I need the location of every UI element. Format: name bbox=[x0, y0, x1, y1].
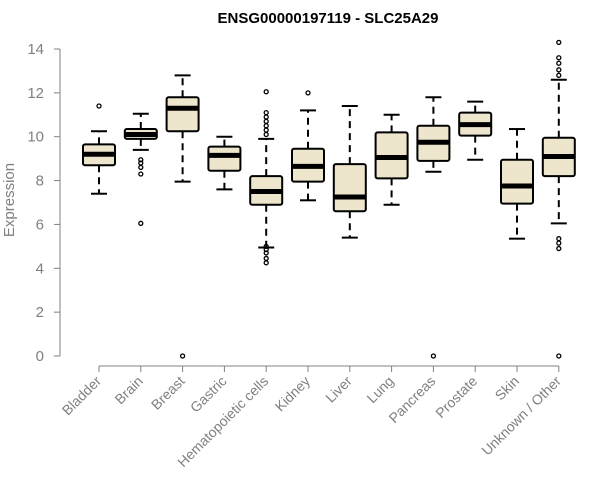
y-tick-label: 12 bbox=[27, 85, 44, 102]
outlier-point bbox=[556, 67, 562, 73]
outlier-point bbox=[263, 243, 269, 250]
outlier-point bbox=[96, 103, 102, 109]
outlier-point bbox=[138, 164, 144, 171]
outlier-point bbox=[305, 90, 311, 96]
y-axis: 0 2 4 6 8 10 12 14 bbox=[27, 41, 61, 365]
y-tick-label: 14 bbox=[27, 41, 44, 58]
iqr-box bbox=[500, 158, 534, 205]
outlier-point bbox=[556, 353, 562, 359]
box-breast bbox=[165, 74, 200, 359]
box-hematopoietic-cells bbox=[249, 89, 284, 266]
box-brain bbox=[123, 112, 158, 226]
outlier-point bbox=[263, 260, 269, 266]
box-pancreas bbox=[416, 96, 451, 359]
x-tick-label: Brain bbox=[111, 373, 145, 407]
outlier-point bbox=[138, 160, 144, 166]
outlier-point bbox=[263, 118, 269, 125]
x-tick-label: Skin bbox=[492, 373, 523, 404]
x-tick-label: Kidney bbox=[272, 373, 314, 415]
outlier-point bbox=[263, 255, 269, 262]
outlier-point bbox=[430, 353, 437, 359]
outlier-point bbox=[263, 131, 269, 138]
outlier-point bbox=[179, 353, 186, 359]
y-tick-label: 8 bbox=[36, 173, 44, 190]
box-prostate bbox=[458, 100, 493, 161]
box-series bbox=[82, 39, 576, 359]
outlier-point bbox=[556, 60, 562, 66]
y-tick-label: 10 bbox=[27, 129, 44, 146]
outlier-point bbox=[263, 114, 269, 120]
box-kidney bbox=[291, 90, 325, 202]
outlier-point bbox=[263, 250, 269, 256]
box-gastric bbox=[207, 135, 242, 191]
outlier-point bbox=[263, 109, 269, 116]
iqr-box bbox=[165, 96, 200, 133]
x-tick-label: Liver bbox=[322, 373, 355, 406]
x-tick-label: Unknown / Other bbox=[478, 373, 564, 459]
outlier-point bbox=[263, 89, 269, 95]
box-liver bbox=[332, 105, 367, 239]
y-tick-label: 2 bbox=[36, 304, 44, 321]
x-tick-label: Breast bbox=[148, 373, 188, 413]
box-unknown-other bbox=[541, 39, 576, 359]
y-axis-label: Expression bbox=[1, 163, 18, 237]
iqr-box bbox=[332, 163, 367, 213]
y-tick-label: 4 bbox=[36, 260, 44, 277]
y-tick-label: 6 bbox=[36, 216, 44, 233]
x-tick-label: Bladder bbox=[59, 373, 105, 419]
outlier-point bbox=[556, 240, 562, 246]
box-skin bbox=[500, 128, 534, 240]
outlier-point bbox=[263, 246, 269, 253]
outlier-point bbox=[263, 123, 269, 129]
outlier-point bbox=[556, 39, 562, 46]
box-lung bbox=[374, 113, 409, 206]
outlier-point bbox=[556, 236, 562, 242]
x-tick-label: Lung bbox=[363, 373, 396, 406]
chart-title: ENSG00000197119 - SLC25A29 bbox=[218, 10, 439, 27]
outlier-point bbox=[556, 55, 562, 61]
box-bladder bbox=[82, 103, 116, 195]
iqr-box bbox=[207, 145, 242, 172]
outlier-point bbox=[556, 245, 562, 252]
outlier-point bbox=[263, 127, 269, 133]
x-tick-label: Prostate bbox=[432, 373, 480, 421]
outlier-point bbox=[138, 220, 144, 226]
outlier-point bbox=[138, 171, 144, 177]
y-tick-label: 0 bbox=[36, 348, 44, 365]
outlier-point bbox=[138, 157, 144, 163]
outlier-point bbox=[556, 72, 562, 78]
